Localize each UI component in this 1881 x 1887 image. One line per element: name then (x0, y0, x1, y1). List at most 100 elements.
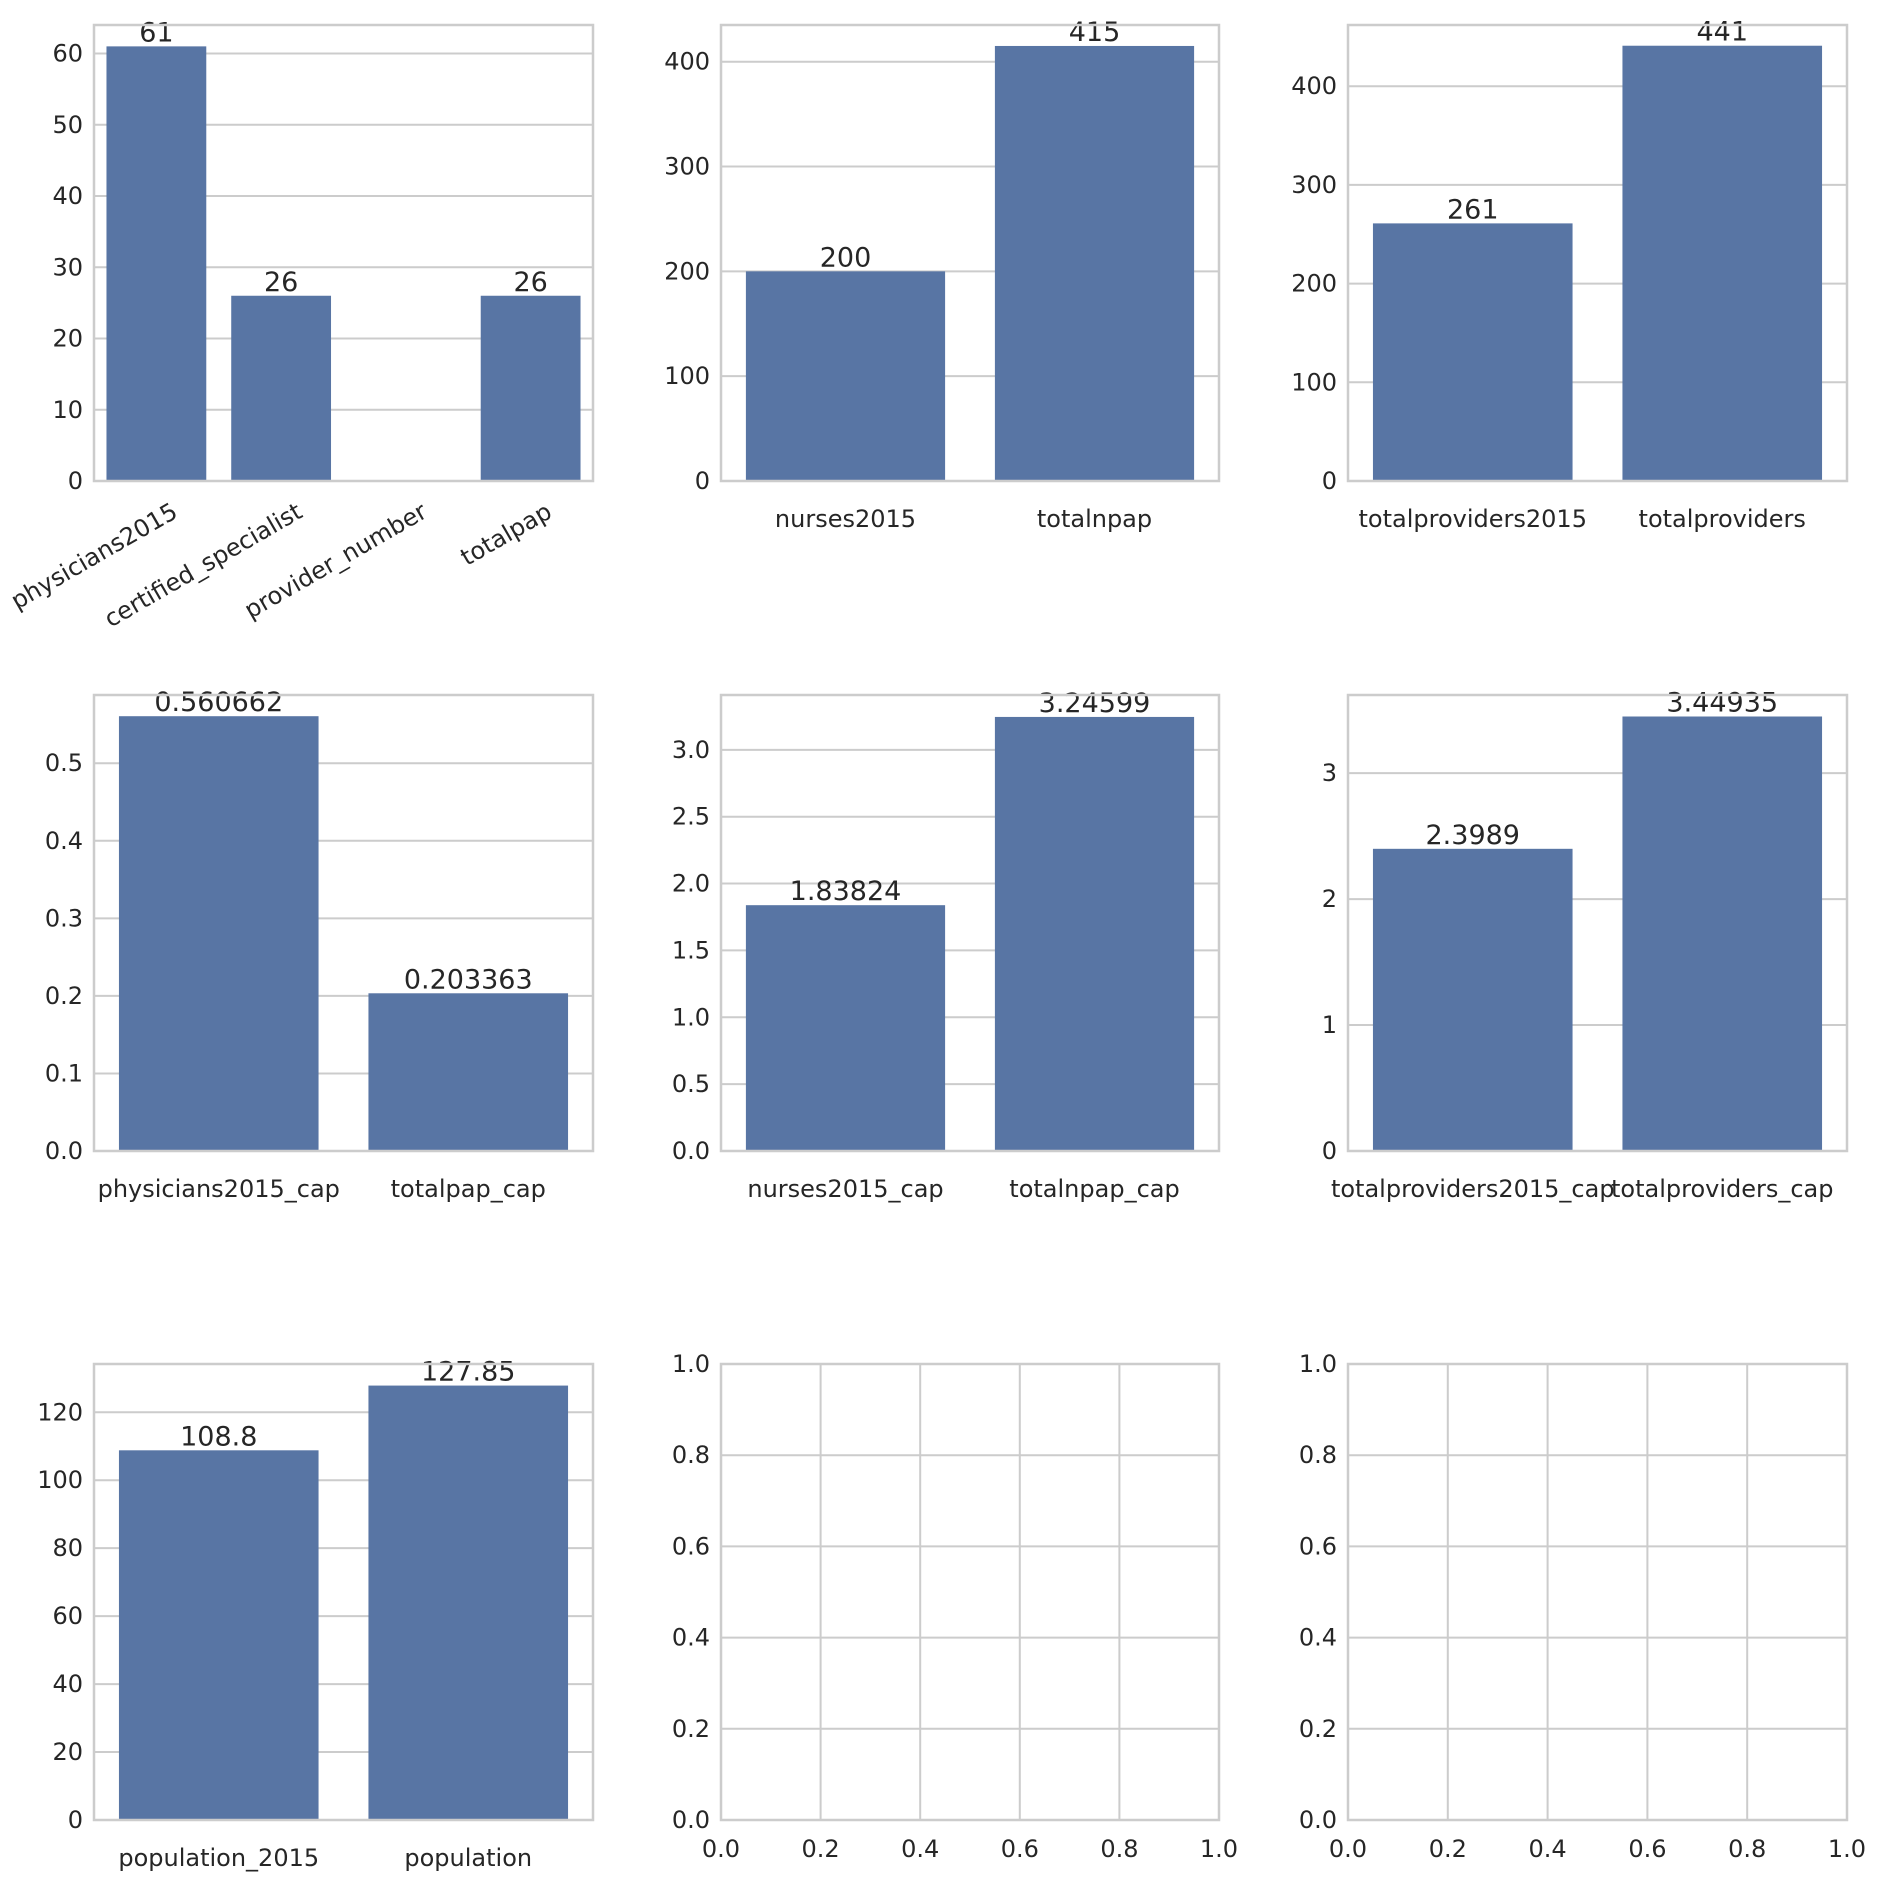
x-tick-label: nurses2015_cap (747, 1175, 943, 1203)
y-tick-label: 0.8 (672, 1441, 710, 1469)
x-tick-label: physicians2015_cap (98, 1175, 340, 1203)
axes-frame (719, 1362, 1221, 1822)
y-tick-label: 0.0 (1299, 1806, 1337, 1834)
y-tick-label: 1.0 (1299, 1350, 1337, 1378)
bar (1372, 223, 1573, 481)
bar-value-label: 127.85 (421, 1357, 515, 1388)
y-tick-label: 0.0 (672, 1137, 710, 1165)
y-tick-label: 400 (664, 48, 710, 76)
x-tick-label: totalproviders (1639, 505, 1806, 533)
y-tick-label: 2.5 (672, 803, 710, 831)
y-tick-label: 400 (1291, 72, 1337, 100)
bar-value-label: 2.3989 (1426, 820, 1520, 851)
subplot-5: 0.0 0.5 1.0 1.5 2.0 2.5 3.0 1.83824 nurses2015_c… (672, 688, 1221, 1203)
y-tick-label: 1.0 (672, 1350, 710, 1378)
x-tick-label: 1.0 (1200, 1835, 1238, 1863)
y-tick-label: 80 (52, 1534, 83, 1562)
axes-frame (92, 23, 595, 483)
bar-value-label: 3.44935 (1666, 687, 1778, 718)
subplot-2: 0 100 200 300 400 200 nurses2015 415 totalnpap (664, 17, 1221, 533)
y-tick-label: 60 (52, 1602, 83, 1630)
y-tick-label: 0.2 (1299, 1715, 1337, 1743)
y-tick-label: 0.5 (45, 749, 83, 777)
x-tick-label: 0.4 (901, 1835, 939, 1863)
y-tick-label: 1.5 (672, 936, 710, 964)
x-tick-label: 0.6 (1001, 1835, 1039, 1863)
x-tick-label: totalnpap_cap (1009, 1175, 1179, 1203)
bar-value-label: 1.83824 (790, 876, 902, 907)
x-tick-label: totalpap_cap (391, 1175, 546, 1203)
bar (231, 295, 332, 481)
bar-value-label: 261 (1447, 194, 1499, 225)
subplot-8: 0.0 0.2 0.4 0.6 0.8 1.0 0.0 0.2 0.4 0.6 0.8 1.0 (672, 1350, 1238, 1863)
x-tick-label: 1.0 (1828, 1835, 1866, 1863)
y-tick-label: 0.0 (45, 1137, 83, 1165)
x-tick-label: population (404, 1844, 532, 1872)
x-tick-label: 0.2 (802, 1835, 840, 1863)
y-tick-label: 2 (1322, 885, 1337, 913)
x-tick-label: totalpap (456, 497, 557, 571)
axes-frame (1346, 1362, 1849, 1822)
y-tick-label: 0.6 (672, 1532, 710, 1560)
y-tick-label: 0.4 (45, 827, 83, 855)
bar (106, 46, 207, 481)
y-tick-label: 200 (664, 257, 710, 285)
y-tick-label: 0 (695, 467, 710, 495)
y-tick-label: 40 (52, 182, 83, 210)
bar (480, 295, 581, 481)
x-tick-label: totalproviders2015 (1359, 505, 1587, 533)
bar (368, 1385, 569, 1820)
bar-value-label: 26 (513, 267, 547, 298)
x-tick-label: nurses2015 (775, 505, 916, 533)
y-tick-label: 3.0 (672, 736, 710, 764)
x-tick-label: 0.8 (1100, 1835, 1138, 1863)
y-tick-label: 0.5 (672, 1070, 710, 1098)
subplot-9: 0.0 0.2 0.4 0.6 0.8 1.0 0.0 0.2 0.4 0.6 0.8 1.0 (1299, 1350, 1866, 1863)
axes-frame (719, 23, 1221, 483)
subplot-6: 0 1 2 3 2.3989 totalproviders2015_cap 3.44935 t… (1322, 687, 1849, 1203)
axes-frame (719, 693, 1221, 1153)
x-tick-label: 0.6 (1628, 1835, 1666, 1863)
bar (1622, 45, 1823, 482)
y-tick-label: 0.2 (45, 982, 83, 1010)
y-tick-label: 200 (1291, 270, 1337, 298)
x-tick-label: 0.0 (702, 1835, 740, 1863)
bar-value-label: 26 (264, 267, 298, 298)
y-tick-label: 0 (68, 467, 83, 495)
bar-value-label: 0.203363 (404, 964, 533, 995)
y-tick-label: 10 (52, 396, 83, 424)
y-tick-label: 0.8 (1299, 1441, 1337, 1469)
y-tick-label: 3 (1322, 759, 1337, 787)
bar (994, 716, 1195, 1151)
y-tick-label: 0.3 (45, 904, 83, 932)
bar-value-label: 441 (1696, 17, 1748, 48)
axes-frame (1346, 23, 1849, 483)
y-tick-label: 40 (52, 1670, 83, 1698)
y-tick-label: 100 (1291, 368, 1337, 396)
bar (745, 271, 946, 481)
y-tick-label: 0 (1322, 1137, 1337, 1165)
x-tick-label: totalproviders_cap (1611, 1175, 1834, 1203)
y-tick-label: 60 (52, 40, 83, 68)
x-tick-label: 0.8 (1728, 1835, 1766, 1863)
y-tick-label: 120 (37, 1398, 83, 1426)
bar-value-label: 3.24599 (1039, 688, 1151, 719)
y-tick-label: 1 (1322, 1011, 1337, 1039)
y-tick-label: 0 (1322, 467, 1337, 495)
x-tick-label: population_2015 (118, 1844, 319, 1872)
bar-value-label: 108.8 (180, 1421, 257, 1452)
y-tick-label: 0 (68, 1806, 83, 1834)
y-tick-label: 50 (52, 111, 83, 139)
y-tick-label: 0.1 (45, 1059, 83, 1087)
y-tick-label: 100 (37, 1466, 83, 1494)
bar (368, 993, 569, 1151)
bar (118, 716, 319, 1151)
bar (118, 1450, 319, 1820)
y-tick-label: 0.4 (672, 1624, 710, 1652)
y-tick-label: 0.6 (1299, 1532, 1337, 1560)
bar (1372, 848, 1573, 1151)
x-tick-label: 0.0 (1329, 1835, 1367, 1863)
bar (994, 45, 1195, 482)
bar-value-label: 61 (139, 17, 173, 48)
